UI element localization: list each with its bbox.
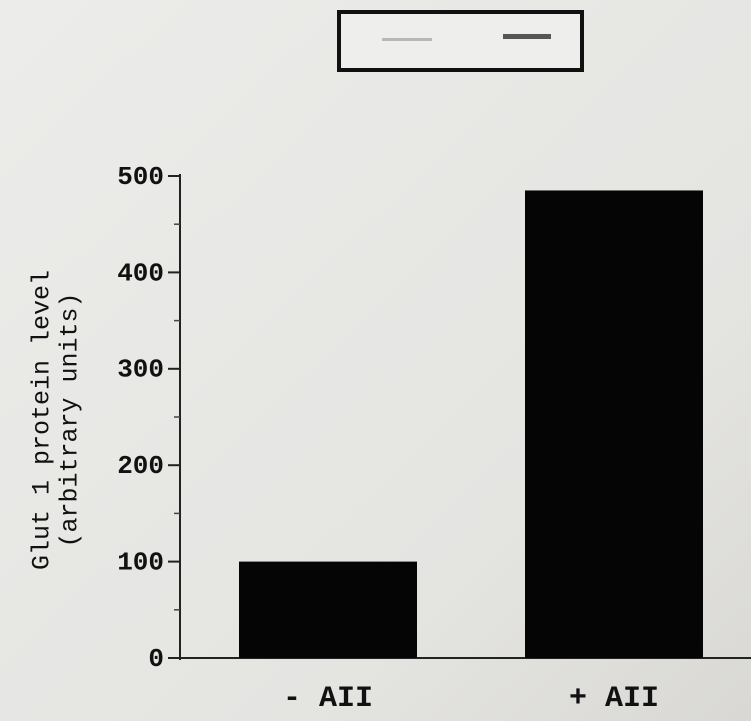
y-tick-label: 200 bbox=[117, 451, 164, 481]
chart: Glut 1 protein level (arbitrary units) 0… bbox=[0, 0, 751, 721]
x-tick-label: - AII bbox=[283, 682, 373, 716]
x-tick-label: + AII bbox=[569, 682, 659, 716]
bar bbox=[239, 562, 417, 658]
y-axis-label-line: Glut 1 protein level bbox=[28, 270, 57, 570]
y-tick-label: 300 bbox=[117, 355, 164, 385]
blot-image bbox=[339, 12, 582, 70]
y-tick-label: 100 bbox=[117, 547, 164, 577]
y-axis-label: Glut 1 protein level (arbitrary units) bbox=[28, 270, 85, 570]
y-axis-label-line: (arbitrary units) bbox=[56, 292, 85, 547]
y-tick-label: 400 bbox=[117, 258, 164, 288]
y-tick-label: 500 bbox=[117, 162, 164, 192]
blot-band bbox=[382, 38, 432, 41]
blot-frame bbox=[339, 12, 582, 70]
bar bbox=[525, 190, 703, 658]
blot-band bbox=[503, 34, 551, 39]
y-tick-label: 0 bbox=[148, 644, 164, 674]
